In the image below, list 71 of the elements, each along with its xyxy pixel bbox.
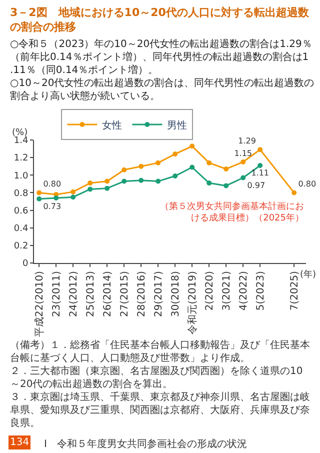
x-tick-label: 26(2014) — [102, 270, 114, 317]
data-label: 0.97 — [247, 180, 266, 190]
point — [70, 194, 76, 200]
x-tick-label: 令和元(2019) — [186, 270, 198, 334]
point — [156, 160, 161, 166]
legend-label: 男性 — [167, 119, 188, 132]
y-tick-label: 0 — [22, 259, 28, 270]
x-tick-label: 28(2016) — [136, 270, 148, 317]
y-tick-label: 0.2 — [14, 242, 28, 252]
data-label: 1.15 — [234, 148, 252, 158]
annotation: （第５次男女共同参画基本計画における成果目標）（2025年） — [160, 201, 304, 224]
text: I 令和５年度男女共同参画社会の形成の状況 — [44, 438, 247, 450]
point — [172, 152, 178, 157]
x-tick-label: 27(2015) — [119, 270, 130, 317]
data-label: 1.29 — [238, 136, 256, 146]
point — [206, 180, 212, 186]
x-tick-label: 30(2018) — [170, 270, 182, 317]
point — [138, 178, 144, 183]
point — [224, 166, 229, 172]
point — [224, 183, 229, 188]
point — [122, 178, 127, 184]
point — [190, 164, 195, 170]
x-tick-label: 2(2020) — [204, 270, 216, 311]
point — [172, 174, 178, 179]
x-tick-label: 5(2023) — [255, 270, 266, 311]
point — [54, 195, 59, 200]
data-label: 0.80 — [43, 180, 62, 189]
data-label: 0.80 — [298, 180, 316, 189]
data-label: 0.73 — [43, 202, 62, 211]
text: ○令和５（2023）年の10～20代女性の転出超過数の割合は1.29％（前年比0.14％ポイント増）、同年代男性の転出超過数の割合は1.11％（同0.14％ポイント増）。 — [10, 39, 312, 76]
chart-title: 3－2図 地域における10～20代の人口に対する転出超過数の割合の推移 — [10, 6, 310, 34]
point — [240, 159, 246, 164]
x-tick-label: 7(2025) — [289, 270, 300, 311]
point — [88, 180, 93, 186]
x-tick-label: 23(2011) — [51, 270, 62, 317]
x-tick-label: 29(2017) — [153, 270, 164, 317]
point — [258, 162, 263, 168]
point — [104, 178, 110, 184]
x-tick-label: 平成22(2010) — [33, 270, 46, 337]
point — [258, 147, 263, 152]
point — [206, 160, 212, 166]
y-tick-label: 0.4 — [14, 224, 28, 234]
point — [88, 186, 93, 192]
legend-label: 女性 — [102, 119, 122, 132]
point — [36, 190, 42, 196]
point — [292, 190, 297, 196]
x-tick-label: 25(2013) — [85, 270, 96, 317]
point — [240, 175, 246, 180]
x-tick-label: 24(2012) — [68, 270, 80, 317]
point — [36, 196, 42, 202]
text: ○10～20代女性の転出超過数の割合は、同年代男性の転出超過数の割合より高い状態が続いている。 — [10, 78, 314, 102]
x-axis-title: (年) — [300, 269, 316, 280]
point — [156, 178, 161, 184]
y-tick-label: 0.6 — [14, 206, 28, 216]
point — [122, 167, 127, 172]
point — [70, 189, 76, 194]
data-label: 1.11 — [251, 168, 270, 178]
y-axis-title: (%) — [12, 128, 28, 138]
text: ２．三大都市圏（東京圏、名古屋圏及び関西圏）を除く道県の10～20代の転出超過数の割合を算出。 — [10, 365, 303, 390]
y-tick-label: 1.0 — [14, 171, 28, 182]
text: （備考）１．総務省「住民基本台帳人口移動報告」及び「住民基本台帳に基づく人口、人口動態及び世帯数」より作成。 — [10, 339, 310, 364]
point — [138, 164, 144, 169]
x-tick-label: 3(2021) — [221, 270, 232, 311]
y-tick-label: 0.8 — [14, 188, 28, 199]
point — [104, 186, 110, 191]
x-tick-label: 4(2022) — [238, 270, 250, 311]
point — [190, 144, 195, 149]
y-tick-label: 1.2 — [14, 154, 28, 164]
y-tick-label: 1.4 — [14, 136, 28, 146]
text: 134 — [10, 437, 30, 448]
text: ３．東京圏は埼玉県、千葉県、東京都及び神奈川県、名古屋圏は岐阜県、愛知県及び三重県、関西圏は京都府、大阪府、兵庫県及び奈良県。 — [10, 391, 310, 429]
